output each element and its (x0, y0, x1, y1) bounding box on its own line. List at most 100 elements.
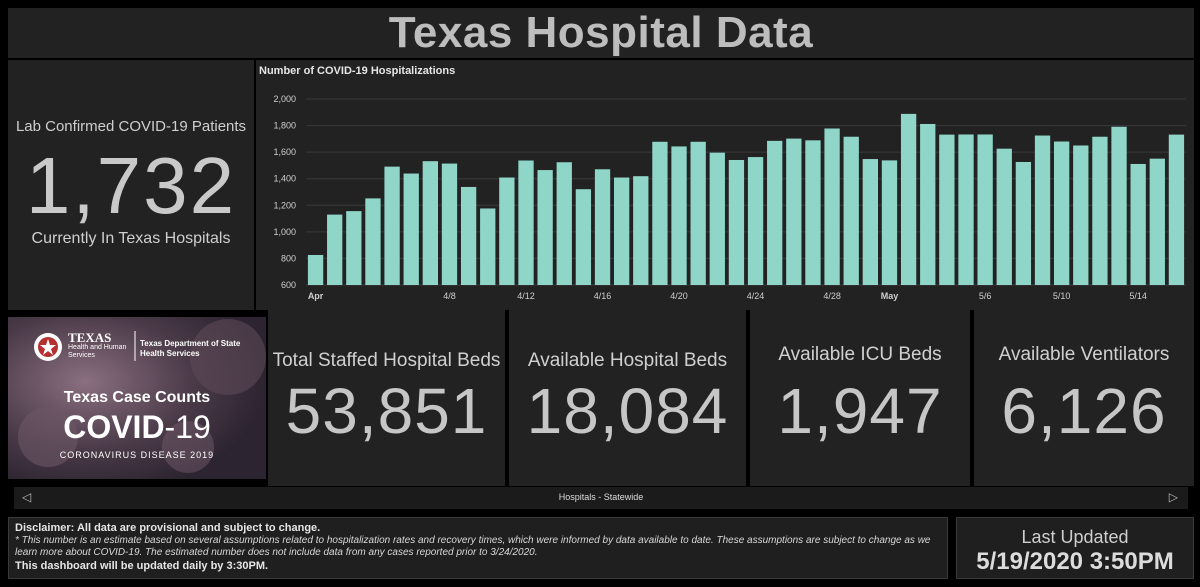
stat-value: 1,947 (777, 375, 943, 447)
banner-heading: Texas Case Counts (63, 389, 211, 406)
stat-available-beds: Available Hospital Beds 18,084 (509, 310, 746, 486)
next-page-icon[interactable]: ▷ (1168, 490, 1178, 504)
chart-bar[interactable] (977, 134, 993, 285)
y-tick-label: 1,000 (273, 227, 296, 237)
stat-value: 18,084 (526, 375, 729, 447)
chart-bar[interactable] (537, 170, 553, 285)
banner-background (8, 317, 266, 479)
chart-bar[interactable] (1149, 158, 1165, 285)
chart-bar[interactable] (1168, 134, 1185, 285)
y-tick-label: 1,800 (273, 121, 296, 131)
chart-bar[interactable] (575, 189, 592, 285)
chart-bar[interactable] (920, 123, 936, 285)
stat-value: 6,126 (1001, 375, 1167, 447)
chart-bar[interactable] (441, 163, 458, 285)
x-tick-label: 4/16 (594, 291, 612, 301)
chart-bar[interactable] (862, 159, 878, 285)
chart-bar[interactable] (805, 140, 821, 285)
banner-subtitle: CORONAVIRUS DISEASE 2019 (59, 450, 215, 460)
chart-bar[interactable] (480, 208, 496, 285)
x-tick-label: 5/10 (1053, 291, 1071, 301)
x-tick-label: 4/24 (747, 291, 765, 301)
chart-bar[interactable] (652, 141, 668, 285)
stat-label: Available Hospital Beds (527, 350, 728, 371)
patients-label-top: Lab Confirmed COVID-19 Patients (15, 118, 247, 135)
chart-bar[interactable] (384, 166, 400, 285)
chart-bar[interactable] (460, 186, 477, 285)
chart-bar[interactable] (767, 140, 783, 285)
stat-ventilators: Available Ventilators 6,126 (974, 310, 1194, 486)
y-tick-label: 2,000 (273, 94, 296, 104)
page-name: Hospitals - Statewide (558, 492, 644, 502)
chart-bar[interactable] (881, 160, 898, 285)
chart-bar[interactable] (307, 254, 324, 285)
banner-covid: COVID (63, 409, 165, 445)
y-tick-label: 1,600 (273, 147, 296, 157)
hospitalizations-chart: 600 800 1,000 1,200 1,400 1,600 1,800 2,000 Apr 4… (273, 94, 1186, 301)
x-tick-label: 5/14 (1129, 291, 1147, 301)
chart-bar[interactable] (614, 177, 630, 285)
x-tick-label: May (881, 291, 899, 301)
x-tick-label: 4/12 (517, 291, 535, 301)
chart-bar[interactable] (594, 169, 611, 285)
chart-bar[interactable] (671, 146, 687, 285)
chart-bar[interactable] (728, 159, 745, 285)
disclaimer-update-schedule: This dashboard will be updated daily by … (15, 559, 269, 572)
patients-panel: Lab Confirmed COVID-19 Patients 1,732 Cu… (8, 60, 254, 310)
chart-bar[interactable] (1034, 135, 1051, 285)
banner-org-line3: Services (68, 352, 95, 359)
stat-label: Total Staffed Hospital Beds (272, 350, 501, 371)
chart-bar[interactable] (843, 136, 859, 285)
page-title: Texas Hospital Data (388, 8, 814, 57)
chart-bar[interactable] (403, 173, 419, 285)
banner-dept-line1: Texas Department of State (140, 339, 241, 348)
x-tick-label: 4/20 (670, 291, 688, 301)
covid-banner: TEXAS Health and Human Services Texas De… (8, 317, 266, 479)
chart-bar[interactable] (939, 134, 955, 285)
chart-bar[interactable] (518, 160, 534, 285)
banner-covid-num: -19 (164, 409, 211, 445)
chart-bar[interactable] (1015, 161, 1032, 285)
chart-bar[interactable] (422, 161, 438, 285)
prev-page-icon[interactable]: ◁ (22, 490, 32, 504)
last-updated-label: Last Updated (1021, 527, 1129, 547)
chart-bar[interactable] (499, 177, 515, 285)
x-tick-label: 5/6 (979, 291, 992, 301)
last-updated-value: 5/19/2020 3:50PM (976, 548, 1174, 575)
chart-bar[interactable] (900, 113, 917, 285)
chart-title: Number of COVID-19 Hospitalizations (259, 65, 456, 77)
chart-bar[interactable] (824, 128, 840, 285)
y-tick-label: 1,400 (273, 174, 296, 184)
y-tick-label: 600 (281, 280, 296, 290)
patients-label-bottom: Currently In Texas Hospitals (31, 230, 231, 247)
chart-bar[interactable] (747, 157, 764, 285)
chart-bar[interactable] (365, 198, 381, 285)
chart-bar[interactable] (786, 138, 802, 285)
banner-org-line1: TEXAS (68, 330, 112, 345)
chart-bar[interactable] (996, 148, 1012, 285)
stat-value: 53,851 (285, 375, 488, 447)
chart-bar[interactable] (346, 211, 362, 285)
chart-bar[interactable] (633, 176, 649, 285)
x-tick-label: Apr (308, 291, 324, 301)
stat-total-beds: Total Staffed Hospital Beds 53,851 (268, 310, 505, 486)
banner-org-line2: Health and Human (68, 344, 127, 351)
chart-bar[interactable] (709, 152, 725, 285)
patients-value: 1,732 (25, 141, 237, 230)
chart-bar[interactable] (1054, 141, 1070, 285)
chart-bar[interactable] (1073, 145, 1089, 286)
stat-label: Available Ventilators (998, 344, 1170, 365)
x-tick-label: 4/28 (823, 291, 841, 301)
disclaimer-note: * This number is an estimate based on se… (15, 534, 931, 559)
x-tick-label: 4/8 (443, 291, 456, 301)
chart-bar[interactable] (690, 141, 706, 285)
chart-bar[interactable] (556, 162, 572, 285)
chart-bar[interactable] (958, 134, 974, 285)
chart-bar[interactable] (327, 214, 343, 285)
chart-bar[interactable] (1111, 126, 1127, 285)
disclaimer-heading: Disclaimer: All data are provisional and… (15, 522, 321, 534)
chart-bar[interactable] (1092, 136, 1108, 285)
stat-icu-beds: Available ICU Beds 1,947 (750, 310, 970, 486)
chart-bar[interactable] (1130, 163, 1146, 285)
banner-dept-line2: Health Services (140, 349, 200, 358)
